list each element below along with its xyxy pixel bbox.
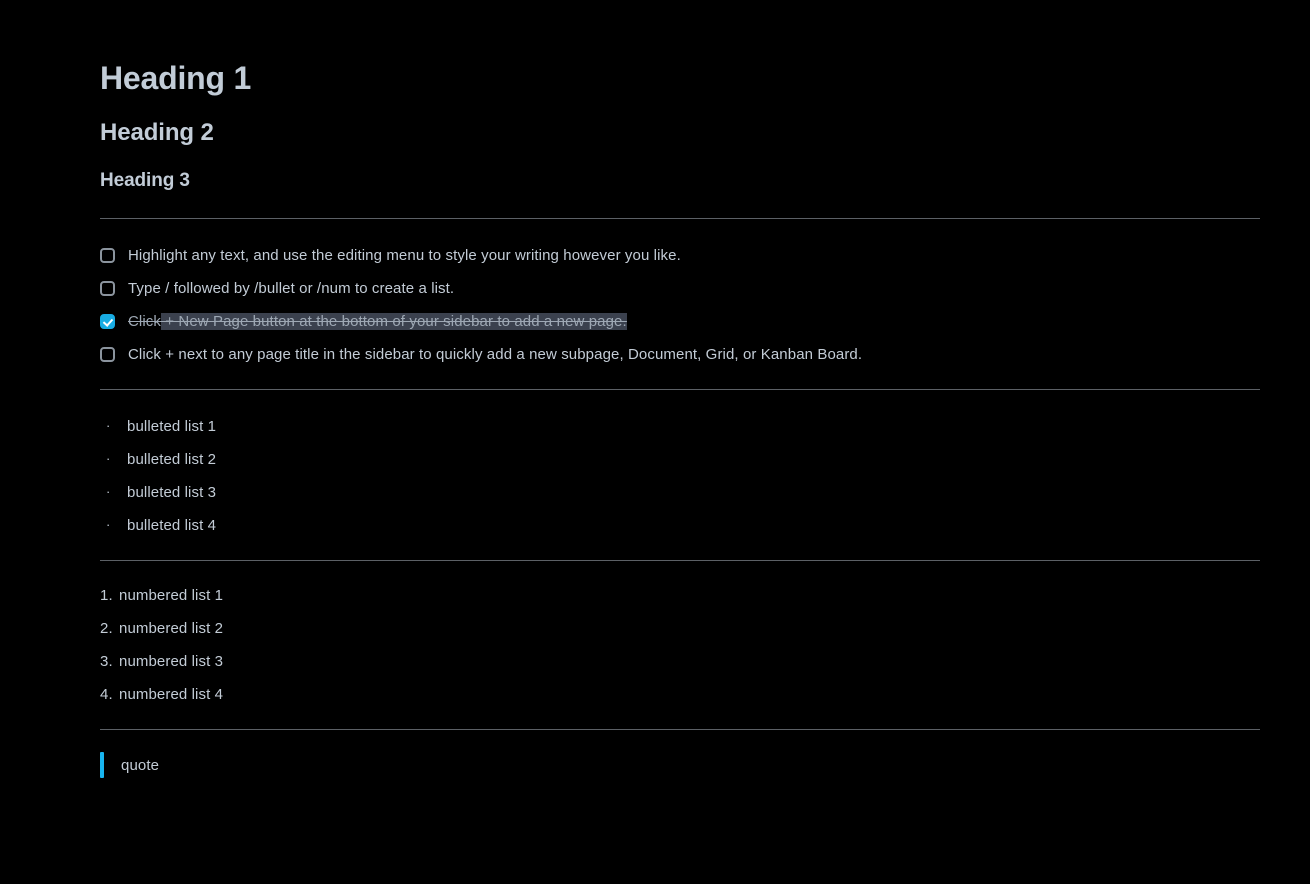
- checkbox-unchecked-icon[interactable]: [100, 248, 115, 264]
- todo-item[interactable]: Highlight any text, and use the editing …: [100, 239, 1260, 272]
- bullet-dot-icon: ·: [106, 484, 111, 500]
- list-item[interactable]: 4. numbered list 4: [100, 678, 1260, 711]
- list-item-number: 4.: [100, 686, 113, 704]
- todo-list: Highlight any text, and use the editing …: [100, 219, 1260, 389]
- list-item[interactable]: 2. numbered list 2: [100, 612, 1260, 645]
- todo-item-completed[interactable]: Click + New Page button at the bottom of…: [100, 305, 1260, 338]
- bullet-dot-icon: ·: [106, 517, 111, 533]
- divider-after-headings: [100, 218, 1260, 220]
- divider-after-todo-list: [100, 389, 1260, 391]
- text-selection-highlight[interactable]: + New Page button at the bottom of your …: [161, 313, 627, 331]
- quote-text: quote: [121, 756, 160, 774]
- divider-after-numbered-list: [100, 729, 1260, 731]
- list-item-number: 2.: [100, 620, 113, 638]
- list-item[interactable]: 1. numbered list 1: [100, 579, 1260, 612]
- todo-item[interactable]: Type / followed by /bullet or /num to cr…: [100, 272, 1260, 305]
- divider-after-bulleted-list: [100, 560, 1260, 562]
- list-item[interactable]: 3. numbered list 3: [100, 645, 1260, 678]
- list-item-label: numbered list 2: [119, 620, 224, 638]
- list-item-label: bulleted list 4: [127, 517, 217, 535]
- numbered-list: 1. numbered list 1 2. numbered list 2 3.…: [100, 561, 1260, 729]
- list-item[interactable]: · bulleted list 3: [100, 476, 1260, 509]
- todo-item-label-prefix: Click: [128, 313, 161, 331]
- todo-item-label: Click + next to any page title in the si…: [128, 346, 863, 364]
- checkbox-checked-icon[interactable]: [100, 314, 115, 330]
- heading-1[interactable]: Heading 1: [100, 60, 252, 96]
- list-item-label: bulleted list 3: [127, 484, 217, 502]
- list-item[interactable]: · bulleted list 1: [100, 410, 1260, 443]
- todo-item[interactable]: Click + next to any page title in the si…: [100, 338, 1260, 371]
- list-item-label: numbered list 4: [119, 686, 224, 704]
- quote-block[interactable]: quote: [100, 730, 1260, 780]
- bullet-dot-icon: ·: [106, 451, 111, 467]
- todo-item-label: Type / followed by /bullet or /num to cr…: [128, 280, 455, 298]
- heading-3[interactable]: Heading 3: [100, 170, 190, 192]
- bulleted-list: · bulleted list 1 · bulleted list 2 · bu…: [100, 390, 1260, 560]
- checkbox-unchecked-icon[interactable]: [100, 281, 115, 297]
- list-item-label: numbered list 1: [119, 587, 224, 605]
- list-item[interactable]: · bulleted list 2: [100, 443, 1260, 476]
- list-item-label: numbered list 3: [119, 653, 224, 671]
- heading-2[interactable]: Heading 2: [100, 118, 214, 146]
- checkbox-unchecked-icon[interactable]: [100, 347, 115, 363]
- quote-row[interactable]: quote: [100, 750, 1260, 780]
- document-content: Heading 1 Heading 2 Heading 3 Highlight …: [100, 60, 1260, 780]
- bullet-dot-icon: ·: [106, 418, 111, 434]
- list-item-label: bulleted list 2: [127, 451, 217, 469]
- list-item-number: 3.: [100, 653, 113, 671]
- list-item[interactable]: · bulleted list 4: [100, 509, 1260, 542]
- list-item-label: bulleted list 1: [127, 418, 217, 436]
- todo-item-label: Click + New Page button at the bottom of…: [128, 313, 627, 331]
- list-item-number: 1.: [100, 587, 113, 605]
- quote-bar-accent: [100, 752, 104, 779]
- todo-item-label: Highlight any text, and use the editing …: [128, 247, 681, 265]
